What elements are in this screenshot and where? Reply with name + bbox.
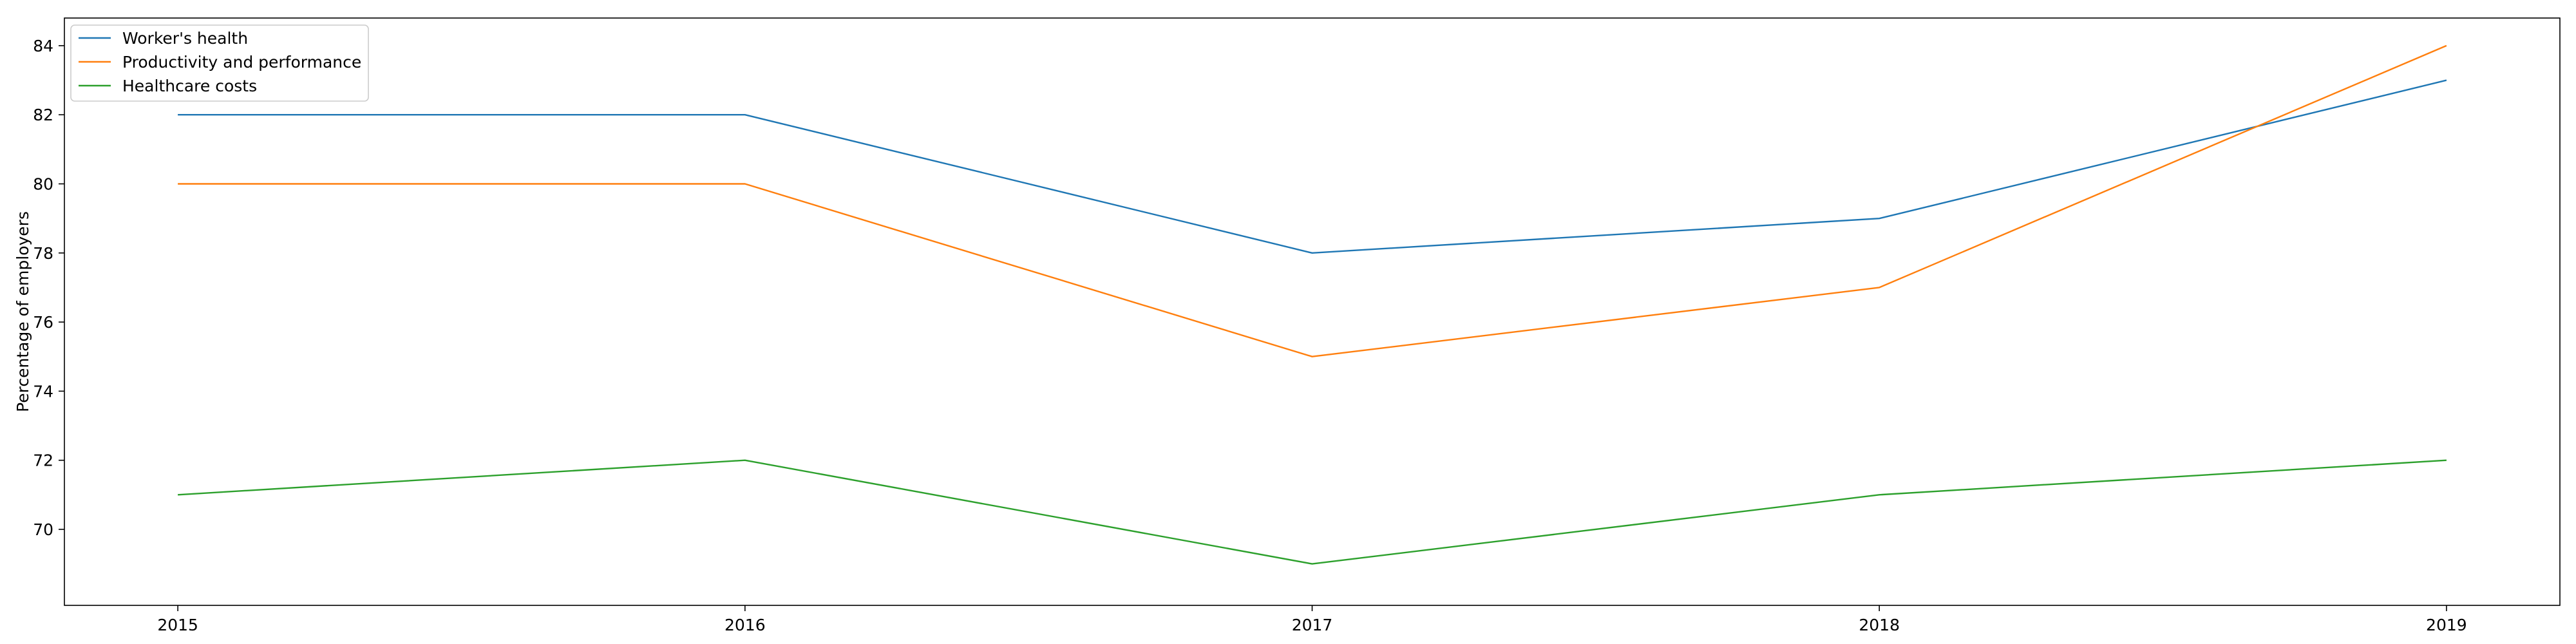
x-tick-label: 2018 <box>1859 616 1900 634</box>
y-tick-label: 74 <box>33 382 53 401</box>
chart-marks <box>178 44 2447 565</box>
y-tick-label: 72 <box>33 451 53 470</box>
x-axis: 2015 2016 2017 2018 2019 <box>157 605 2467 634</box>
y-axis-title: Percentage of employers <box>14 211 32 412</box>
y-tick-label: 70 <box>33 520 53 539</box>
series-line-3 <box>178 459 2447 565</box>
x-tick-label: 2015 <box>157 616 198 634</box>
legend-label: Worker's health <box>122 29 248 48</box>
plot-frame <box>64 17 2561 606</box>
y-tick-label: 80 <box>33 175 53 194</box>
y-tick-label: 82 <box>33 106 53 124</box>
legend: Worker's health Productivity and performa… <box>70 24 369 102</box>
legend-box <box>70 24 369 102</box>
y-tick-label: 84 <box>33 37 53 55</box>
y-tick-label: 76 <box>33 313 53 332</box>
x-tick-label: 2016 <box>724 616 766 634</box>
legend-label: Healthcare costs <box>122 77 257 95</box>
x-tick-label: 2019 <box>2426 616 2467 634</box>
legend-label: Productivity and performance <box>122 53 361 71</box>
series-line-2 <box>178 44 2447 357</box>
series-line-1 <box>178 79 2447 254</box>
x-tick-label: 2017 <box>1292 616 1333 634</box>
y-axis: 70 72 74 76 78 80 82 84 <box>33 37 64 539</box>
y-tick-label: 78 <box>33 244 53 263</box>
